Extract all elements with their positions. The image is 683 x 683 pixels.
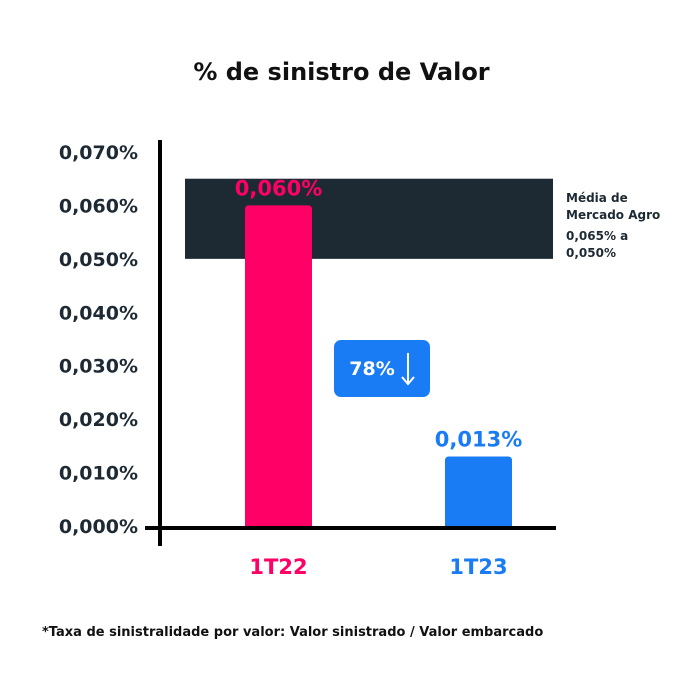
x-tick-label: 1T22 — [249, 555, 307, 579]
arrow-down-icon — [400, 352, 415, 386]
y-tick-label: 0,050% — [59, 249, 138, 271]
y-tick-label: 0,030% — [59, 356, 138, 378]
band-label-text: Média de Mercado Agro — [566, 191, 661, 222]
y-tick-label: 0,070% — [59, 142, 138, 164]
y-tick-label: 0,020% — [59, 409, 138, 431]
footnote: *Taxa de sinistralidade por valor: Valor… — [42, 625, 544, 640]
y-tick-label: 0,000% — [59, 516, 138, 538]
y-tick-label: 0,010% — [59, 463, 138, 485]
bar-1T23 — [445, 456, 512, 528]
bar-1T22 — [245, 205, 312, 528]
x-tick-label: 1T23 — [449, 555, 507, 579]
chart-title: % de sinistro de Valor — [193, 58, 490, 86]
band-range-label: 0,065% a 0,050% — [566, 229, 629, 260]
band-label: Média de Mercado Agro 0,065% a 0,050% — [566, 190, 676, 262]
data-label: 0,013% — [435, 428, 522, 452]
data-label: 0,060% — [235, 176, 322, 200]
change-badge: 78% — [334, 340, 430, 397]
change-badge-text: 78% — [349, 357, 395, 380]
y-tick-label: 0,060% — [59, 195, 138, 217]
y-tick-label: 0,040% — [59, 302, 138, 324]
